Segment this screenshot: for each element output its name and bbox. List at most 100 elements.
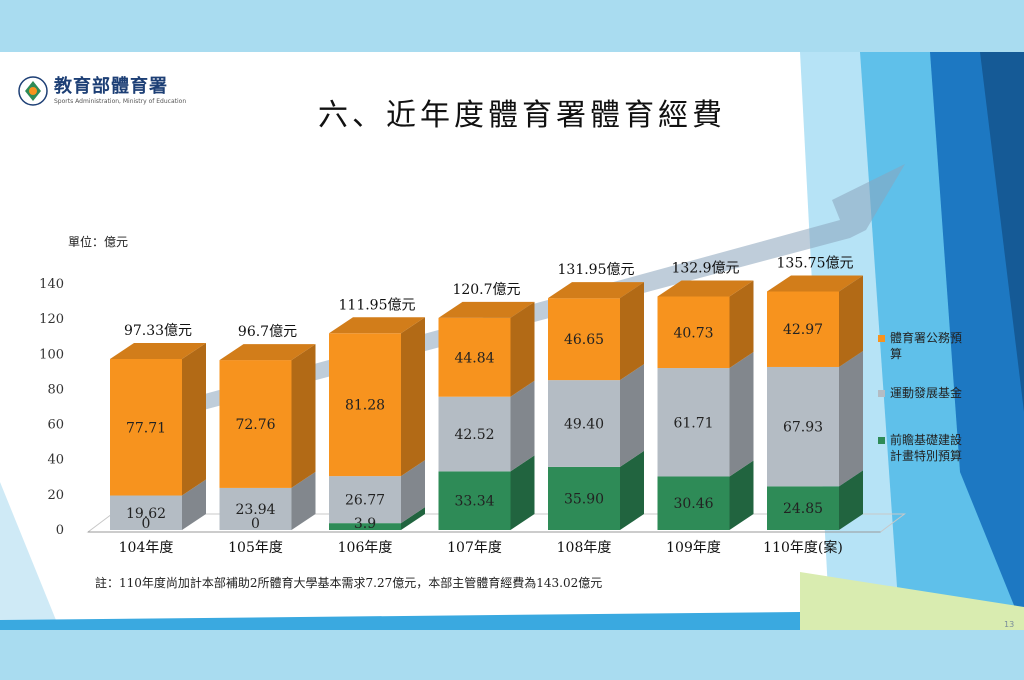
- bar-segment-side: [182, 342, 206, 496]
- bar-value-label: 26.77: [345, 493, 385, 509]
- bar-segment: [329, 523, 401, 530]
- bar-value-label: 30.46: [673, 496, 713, 512]
- bar-segment: [219, 360, 292, 488]
- legend-swatch: [878, 335, 885, 342]
- bar-value-label: 3.9: [354, 516, 376, 532]
- slide: 教育部體育署 Sports Administration, Ministry o…: [0, 52, 1024, 630]
- bar-segment: [438, 317, 511, 397]
- bar-segment-side: [401, 507, 425, 530]
- y-tick-label: 40: [47, 453, 64, 468]
- y-tick-label: 120: [39, 312, 64, 327]
- bar-segment: [438, 396, 511, 472]
- legend-swatch: [878, 437, 885, 444]
- bar-segment: [657, 296, 730, 369]
- bar-segment-side: [620, 450, 644, 530]
- unit-label: 單位：億元: [68, 235, 129, 249]
- legend-item: 體育署公務預算: [878, 330, 962, 362]
- bar-segment: [657, 368, 730, 477]
- bar-value-label: 33.34: [454, 494, 494, 510]
- bar-value-label: 44.84: [454, 350, 494, 366]
- y-tick-label: 0: [56, 523, 64, 538]
- bar-value-label: 0: [142, 516, 151, 532]
- bar-top-face: [657, 280, 754, 297]
- footnote: 註：110年度尚加計本部補助2所體育大學基本需求7.27億元，本部主管體育經費為…: [95, 576, 603, 590]
- bar-segment-side: [510, 380, 535, 472]
- bar-segment-side: [510, 455, 535, 530]
- ministry-emblem-icon: [18, 76, 48, 106]
- bar-total-label: 96.7億元: [238, 324, 297, 340]
- bar-value-label: 46.65: [564, 332, 604, 348]
- bar-segment: [767, 366, 839, 487]
- bar-segment-side: [182, 479, 206, 530]
- bar-value-label: 77.71: [126, 420, 166, 436]
- bar-value-label: 61.71: [673, 415, 713, 431]
- bar-segment: [329, 476, 401, 524]
- bar-value-label: 49.40: [564, 417, 604, 433]
- bar-value-label: 42.97: [783, 322, 823, 338]
- bar-segment: [110, 495, 182, 530]
- bar-value-label: 72.76: [235, 417, 275, 433]
- y-tick-label: 20: [47, 488, 64, 503]
- bar-segment: [657, 476, 730, 530]
- bar-value-label: 23.94: [235, 502, 275, 518]
- legend-label: 前瞻基礎建設: [878, 432, 962, 448]
- logo-chinese-name: 教育部體育署: [54, 75, 168, 97]
- bar-segment-side: [620, 364, 644, 467]
- x-tick-label: 105年度: [228, 540, 283, 556]
- x-tick-label: 109年度: [666, 540, 721, 556]
- bar-value-label: 0: [251, 516, 260, 532]
- bar-segment: [767, 291, 839, 367]
- bar-segment-side: [839, 470, 863, 530]
- bar-segment-side: [401, 460, 425, 524]
- x-tick-label: 110年度(案): [763, 539, 843, 556]
- bar-segment: [548, 298, 620, 381]
- bar-total-label: 135.75億元: [777, 255, 854, 271]
- bar-segment-side: [401, 317, 425, 477]
- bar-total-label: 111.95億元: [339, 297, 416, 313]
- bar-segment-side: [510, 301, 535, 397]
- bar-top-face: [767, 275, 863, 292]
- legend-swatch: [878, 390, 885, 397]
- y-tick-label: 140: [39, 277, 64, 292]
- bar-segment: [767, 486, 839, 530]
- bar-segment-side: [729, 460, 754, 530]
- legend-label: 運動發展基金: [878, 385, 962, 401]
- bar-value-label: 35.90: [564, 491, 604, 507]
- logo-english-name: Sports Administration, Ministry of Educa…: [54, 97, 187, 105]
- bar-segment-side: [291, 471, 316, 530]
- bar-top-face: [329, 317, 425, 334]
- page-number: 13: [1004, 620, 1015, 629]
- bar-segment: [329, 333, 401, 477]
- bar-top-face: [438, 301, 535, 318]
- bar-segment-side: [839, 275, 863, 367]
- bar-top-face: [219, 344, 316, 361]
- bar-segment-side: [291, 344, 316, 488]
- bar-segment: [548, 380, 620, 467]
- x-tick-label: 108年度: [557, 540, 612, 556]
- x-tick-label: 107年度: [447, 540, 502, 556]
- x-tick-label: 104年度: [119, 540, 174, 556]
- bar-total-label: 132.9億元: [671, 260, 739, 276]
- bar-segment-side: [729, 352, 754, 477]
- bar-segment: [438, 471, 511, 530]
- bar-top-face: [548, 282, 644, 299]
- legend-item: 運動發展基金: [878, 385, 962, 401]
- bar-segment-side: [620, 282, 644, 381]
- bar-segment: [548, 466, 620, 530]
- legend-item: 前瞻基礎建設 計畫特別預算: [878, 432, 962, 464]
- legend-label: 算: [890, 347, 903, 361]
- ministry-logo: 教育部體育署 Sports Administration, Ministry o…: [18, 76, 186, 106]
- bar-value-label: 24.85: [783, 501, 823, 517]
- bar-total-label: 97.33億元: [124, 323, 192, 339]
- y-tick-label: 80: [47, 382, 64, 397]
- y-tick-label: 60: [47, 418, 64, 433]
- bar-value-label: 40.73: [673, 325, 713, 341]
- bar-segment: [110, 358, 182, 496]
- bar-segment: [219, 487, 292, 530]
- bar-total-label: 131.95億元: [558, 262, 635, 278]
- bar-value-label: 67.93: [783, 420, 823, 436]
- stacked-bar-chart: 020406080100120140019.6277.7197.33億元104年…: [39, 164, 906, 556]
- y-tick-label: 100: [39, 347, 64, 362]
- legend-label: 體育署公務預: [878, 330, 962, 346]
- bar-value-label: 81.28: [345, 398, 385, 414]
